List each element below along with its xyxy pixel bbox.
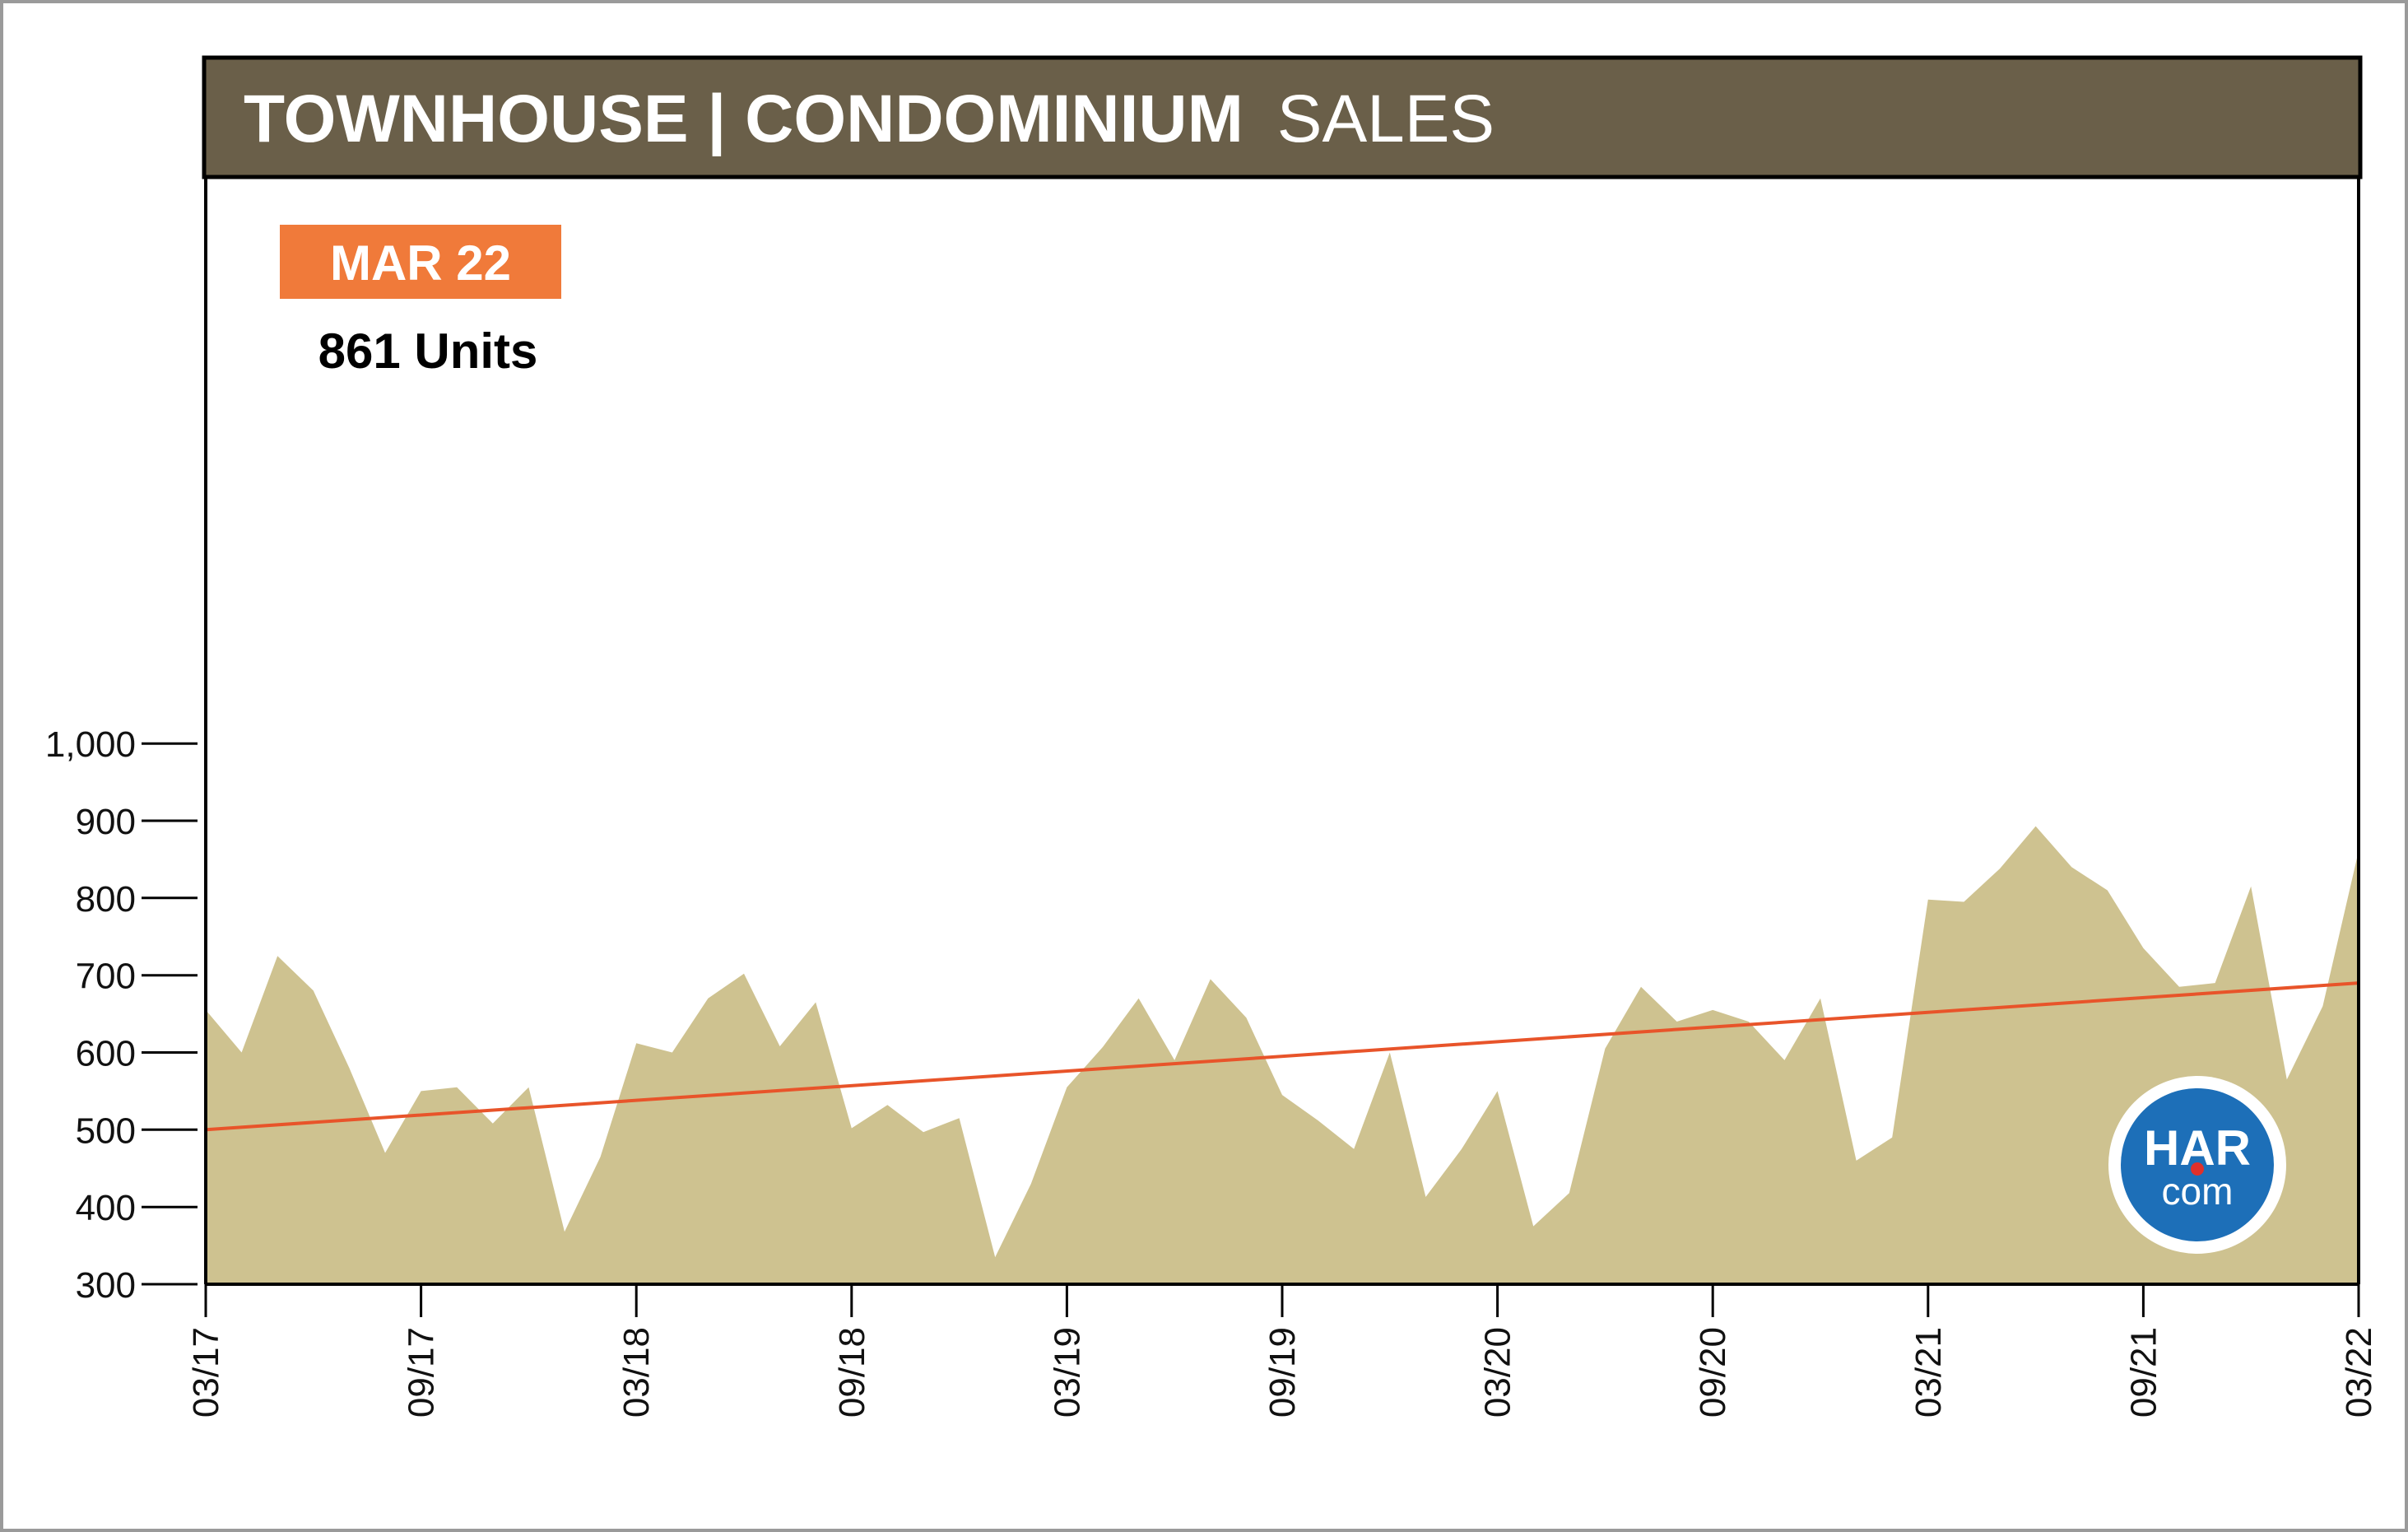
plot-area (205, 826, 2359, 1284)
x-tick-label: 03/17 (186, 1327, 226, 1418)
y-tick-label: 600 (76, 1034, 136, 1074)
har-logo: HAR com (2108, 1076, 2286, 1254)
x-tick-label: 09/20 (1693, 1327, 1733, 1418)
x-tick-label: 09/19 (1262, 1327, 1303, 1418)
y-tick-label: 700 (76, 957, 136, 997)
units-label: 861 Units (318, 324, 538, 379)
sales-area (206, 826, 2359, 1284)
latest-value-callout: MAR 22 861 Units (280, 225, 561, 379)
y-tick-label: 500 (76, 1111, 136, 1151)
month-badge (280, 225, 561, 299)
chart-title-bold: TOWNHOUSE | CONDOMINIUM (244, 81, 1244, 157)
x-tick-label: 09/21 (2123, 1327, 2164, 1418)
x-axis: 03/17 09/17 03/18 09/18 03/19 09/19 03/20 09/20… (186, 1284, 2379, 1418)
y-tick-label: 400 (76, 1188, 136, 1228)
x-tick-label: 03/22 (2339, 1327, 2379, 1418)
x-tick-label: 03/19 (1047, 1327, 1087, 1418)
x-tick-label: 03/18 (616, 1327, 657, 1418)
y-tick-label: 1,000 (45, 724, 136, 765)
y-tick-label: 800 (76, 879, 136, 920)
har-logo-bottom-text: com (2162, 1170, 2234, 1213)
chart-title: TOWNHOUSE | CONDOMINIUM SALES (244, 81, 1495, 157)
header-bar (202, 55, 2363, 179)
x-tick-label: 09/17 (402, 1327, 442, 1418)
chart-title-light: SALES (1277, 81, 1495, 156)
y-axis: 300 400 500 600 700 800 900 1,000 (45, 724, 198, 1306)
trend-line (205, 981, 2359, 1132)
x-tick-label: 03/20 (1478, 1327, 1518, 1418)
month-badge-label: MAR 22 (330, 235, 511, 291)
x-tick-label: 03/21 (1908, 1327, 1949, 1418)
har-logo-dot-icon (2191, 1162, 2204, 1176)
y-tick-label: 900 (76, 802, 136, 842)
x-tick-label: 09/18 (832, 1327, 872, 1418)
chart-header: TOWNHOUSE | CONDOMINIUM SALES (202, 55, 2363, 179)
y-tick-label: 300 (76, 1265, 136, 1306)
